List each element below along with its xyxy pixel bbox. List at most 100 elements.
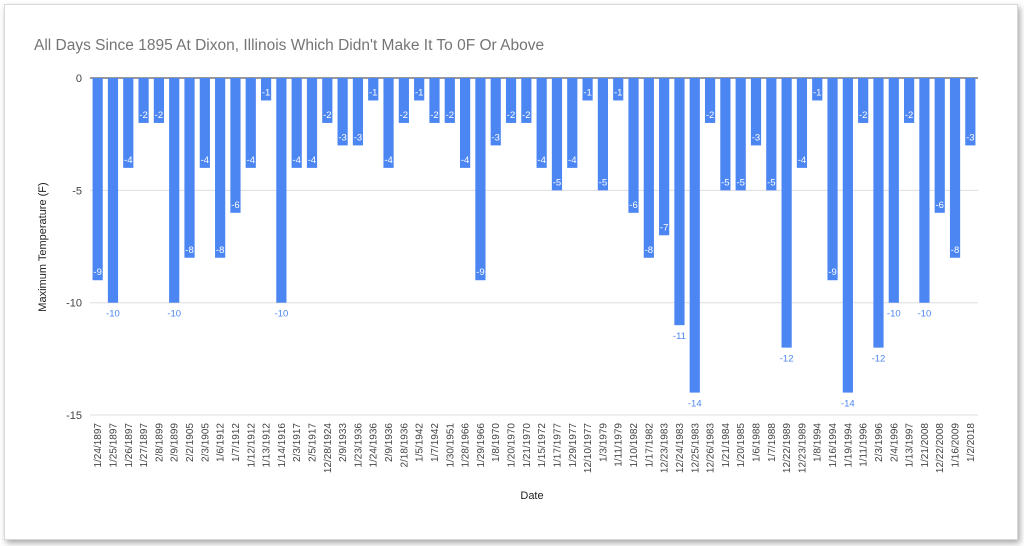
bar xyxy=(505,78,517,123)
data-label: -4 xyxy=(308,155,316,166)
x-tick-label: 1/23/1936 xyxy=(353,423,364,468)
bar xyxy=(92,78,103,281)
x-tick-label: 1/7/1988 xyxy=(767,423,778,462)
x-tick-label: 12/26/1983 xyxy=(706,423,717,473)
bar xyxy=(123,78,134,168)
bar xyxy=(107,78,119,303)
data-label: -14 xyxy=(841,399,855,410)
bar xyxy=(766,78,777,191)
x-tick-label: 1/25/1897 xyxy=(108,423,119,468)
x-axis-title: Date xyxy=(520,490,543,502)
bar xyxy=(536,78,547,168)
bar xyxy=(750,78,762,146)
y-tick-label: -10 xyxy=(66,298,82,310)
x-tick-label: 1/16/2009 xyxy=(951,423,962,468)
bar xyxy=(306,78,318,168)
x-tick-label: 2/5/1917 xyxy=(308,423,319,462)
bar xyxy=(352,78,364,146)
data-label: -10 xyxy=(167,309,181,320)
x-tick-label: 1/28/1966 xyxy=(461,423,472,468)
data-label: -2 xyxy=(446,110,454,121)
x-tick-label: 1/12/1912 xyxy=(246,423,257,468)
data-label: -2 xyxy=(905,110,913,121)
bar xyxy=(429,78,440,123)
data-label: -8 xyxy=(951,245,959,256)
data-label: -1 xyxy=(415,87,423,98)
bar xyxy=(215,78,226,258)
x-tick-label: 1/29/1966 xyxy=(476,423,487,468)
x-tick-label: 1/2/2018 xyxy=(966,423,977,462)
x-tick-label: 1/13/1912 xyxy=(262,423,273,468)
x-tick-label: 2/9/1933 xyxy=(338,423,349,462)
data-label: -2 xyxy=(400,110,408,121)
x-tick-label: 12/10/1977 xyxy=(583,423,594,473)
x-tick-label: 2/4/1996 xyxy=(889,423,900,462)
data-label: -5 xyxy=(721,177,729,188)
x-tick-label: 2/8/1899 xyxy=(154,423,165,462)
x-tick-label: 12/24/1983 xyxy=(675,423,686,473)
x-tick-label: 1/17/1982 xyxy=(644,423,655,468)
data-label: -4 xyxy=(292,155,300,166)
x-tick-label: 1/21/1970 xyxy=(522,423,533,468)
data-label: -3 xyxy=(338,132,346,143)
x-tick-label: 1/8/1970 xyxy=(491,423,502,462)
bar xyxy=(888,78,899,303)
bar xyxy=(934,78,945,213)
data-label: -4 xyxy=(384,155,392,166)
x-tick-label: 1/24/1936 xyxy=(369,423,380,468)
data-label: -6 xyxy=(231,200,239,211)
data-label: -2 xyxy=(430,110,438,121)
x-tick-label: 12/23/1989 xyxy=(797,423,808,473)
x-tick-label: 2/2/1905 xyxy=(185,423,196,462)
bar xyxy=(796,78,808,168)
data-label: -4 xyxy=(798,155,806,166)
data-label: -4 xyxy=(537,155,545,166)
x-tick-label: 1/10/1982 xyxy=(629,423,640,468)
data-label: -9 xyxy=(476,267,484,278)
bar xyxy=(444,78,455,123)
x-tick-label: 1/15/1972 xyxy=(537,423,548,468)
x-tick-label: 2/3/1996 xyxy=(874,423,885,462)
bar xyxy=(184,78,195,258)
data-label: -2 xyxy=(323,110,331,121)
bar xyxy=(276,78,287,303)
data-label: -14 xyxy=(688,399,702,410)
x-tick-label: 2/3/1917 xyxy=(292,423,303,462)
bar xyxy=(873,78,884,348)
x-tick-label: 1/6/1912 xyxy=(216,423,227,462)
x-tick-label: 1/14/1916 xyxy=(277,423,288,468)
data-label: -5 xyxy=(736,177,744,188)
bar xyxy=(245,78,256,168)
data-label: -1 xyxy=(369,87,377,98)
x-tick-label: 2/3/1905 xyxy=(200,423,211,462)
bar xyxy=(613,78,624,101)
data-label: -2 xyxy=(139,110,147,121)
bar xyxy=(827,78,838,281)
bar xyxy=(398,78,409,123)
bars xyxy=(92,78,976,393)
data-label: -4 xyxy=(247,155,255,166)
x-tick-label: 12/22/2008 xyxy=(935,423,946,473)
x-tick-label: 1/6/1988 xyxy=(752,423,763,462)
data-label: -8 xyxy=(185,245,193,256)
bar xyxy=(858,78,869,123)
data-label: -2 xyxy=(507,110,515,121)
data-label: -3 xyxy=(491,132,499,143)
bar xyxy=(138,78,149,123)
data-label: -10 xyxy=(918,309,932,320)
bar xyxy=(322,78,333,123)
bar xyxy=(643,78,654,258)
data-label: -2 xyxy=(522,110,530,121)
data-label: -9 xyxy=(93,267,101,278)
x-tick-label: 1/16/1994 xyxy=(828,423,839,468)
bar xyxy=(842,78,853,393)
data-label: -5 xyxy=(599,177,607,188)
data-label: -11 xyxy=(673,331,686,342)
y-tick-label: 0 xyxy=(76,73,82,85)
bar xyxy=(597,78,608,191)
data-label: -1 xyxy=(262,87,270,98)
bar xyxy=(904,78,915,123)
bar xyxy=(490,78,501,146)
data-label: -1 xyxy=(583,87,591,98)
